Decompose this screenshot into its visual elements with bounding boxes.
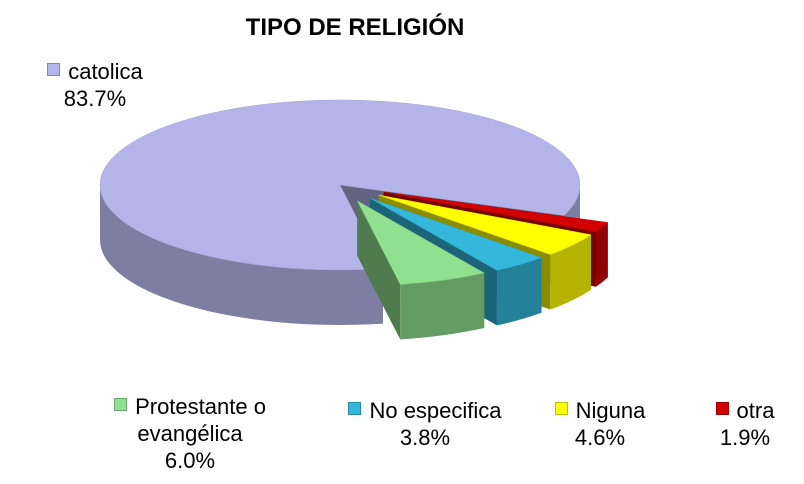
slice [383, 191, 609, 232]
category-label: otra [736, 398, 775, 423]
slice-label: catolica 83.7% [20, 58, 170, 112]
slice-wall [400, 273, 485, 340]
slice [99, 99, 581, 271]
legend-marker [114, 398, 128, 411]
slice-wall [100, 185, 383, 325]
legend-marker [715, 402, 729, 415]
label-head: No especifica [330, 397, 520, 424]
category-label: catolica [68, 59, 143, 84]
legend-marker [348, 402, 362, 415]
value-label: 83.7% [63, 86, 127, 111]
slice-label: No especifica 3.8% [330, 397, 520, 451]
category-label: Niguna [575, 398, 646, 423]
slice-label: Niguna 4.6% [545, 397, 655, 451]
slice [378, 194, 592, 255]
legend-marker [47, 63, 61, 76]
value-label: 1.9% [719, 425, 771, 450]
chart-title: TIPO DE RELIGIÓN [245, 14, 465, 41]
slice [369, 198, 543, 271]
value-label: 4.6% [574, 425, 626, 450]
category-label: Protestante o evangélica [135, 394, 266, 446]
slice-wall [496, 257, 542, 326]
slice-wall [550, 234, 591, 310]
slice-label: Protestante o evangélica 6.0% [95, 393, 285, 474]
label-head: Niguna [545, 397, 655, 424]
slice [356, 200, 485, 285]
slice-label: otra 1.9% [690, 397, 800, 451]
legend-marker [554, 402, 568, 415]
value-label: 3.8% [399, 425, 451, 450]
label-head: otra [690, 397, 800, 424]
value-label: 6.0% [164, 448, 216, 473]
category-label: No especifica [369, 398, 502, 423]
slice-wall [595, 222, 608, 287]
label-head: Protestante o evangélica [95, 393, 285, 447]
label-head: catolica [20, 58, 170, 85]
